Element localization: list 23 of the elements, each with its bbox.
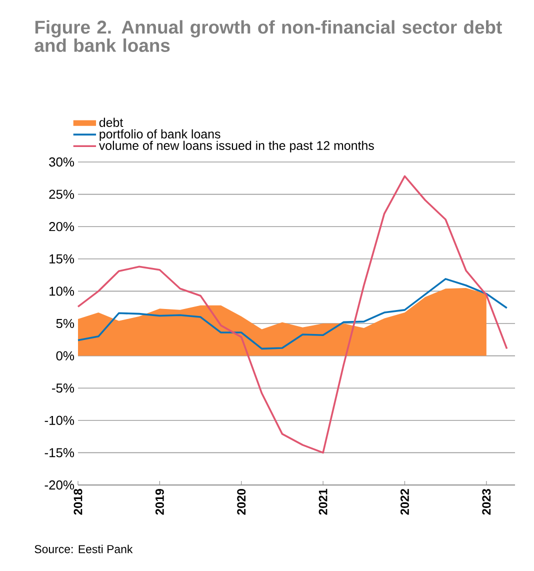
x-tick-label: 2019 [155, 488, 164, 515]
legend-label: volume of new loans issued in the past 12 months [98, 140, 374, 152]
x-tick-label: 2020 [237, 489, 246, 515]
y-tick-label: 10% [49, 286, 74, 296]
source-note: Source: Eesti Pank [34, 544, 133, 554]
y-tick-label: 5% [56, 318, 74, 328]
line-series [77, 175, 508, 454]
y-tick-label: 0% [56, 351, 74, 360]
y-tick-label: 20% [49, 222, 74, 232]
chart-title: Figure 2. Annual growth of non-financial sector debt and bank loans [34, 20, 502, 52]
x-tick-label: 2022 [400, 489, 409, 515]
x-tick-label: 2018 [74, 488, 82, 515]
y-tick-label: -10% [44, 416, 74, 425]
x-tick-label: 2021 [318, 488, 328, 515]
y-tick-label: 25% [49, 190, 74, 199]
x-tick-label: 2023 [482, 488, 491, 515]
y-tick-label: -5% [52, 384, 74, 393]
y-tick-label: -15% [44, 448, 74, 458]
y-tick-label: -20% [44, 480, 74, 490]
legend-label: portfolio of bank loans [100, 129, 220, 141]
legend-label: debt [99, 118, 123, 127]
y-tick-label: 15% [49, 254, 74, 264]
y-tick-label: 30% [48, 157, 74, 167]
